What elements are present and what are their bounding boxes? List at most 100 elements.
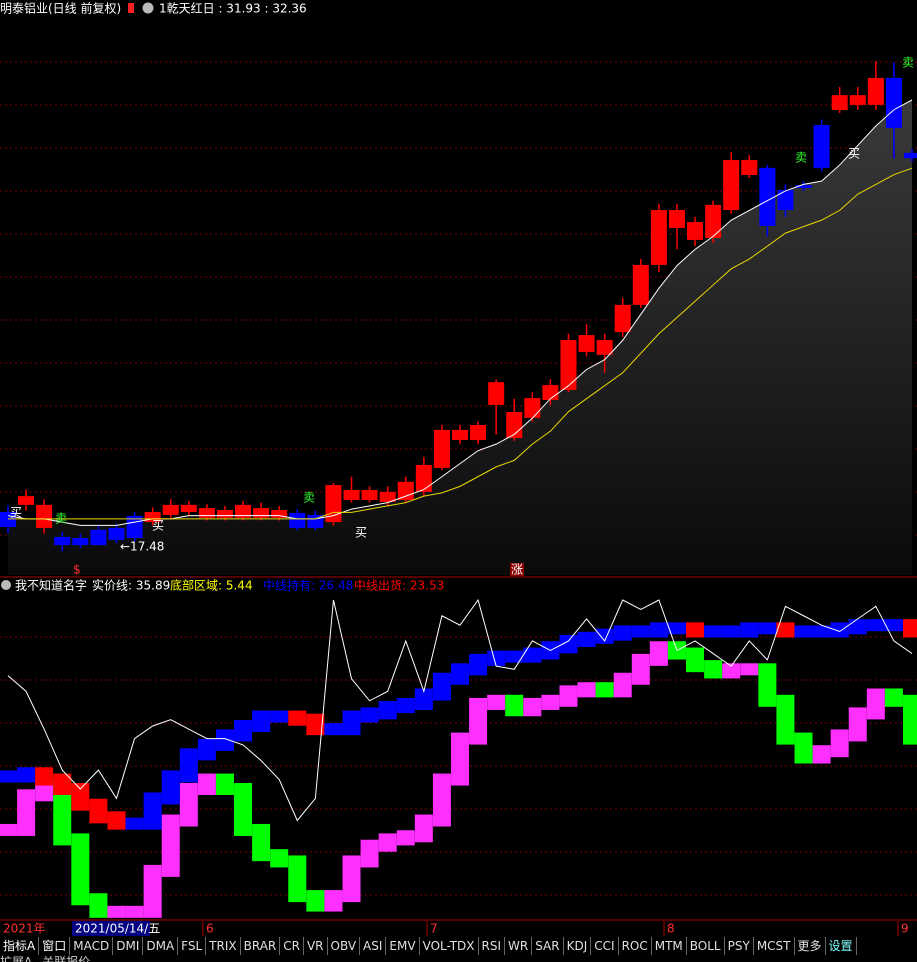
step-block	[866, 688, 885, 720]
tab[interactable]: 更多	[795, 937, 826, 955]
ext-tab[interactable]: 扩展A	[0, 955, 33, 962]
step-block	[89, 893, 108, 918]
candle-body	[108, 527, 125, 540]
menu-icon[interactable]	[1, 580, 11, 590]
step-block	[595, 628, 614, 644]
tab[interactable]: TRIX	[206, 937, 241, 955]
tab[interactable]: MTM	[652, 937, 687, 955]
step-block	[848, 619, 867, 635]
step-block	[505, 694, 524, 717]
step-block	[559, 685, 578, 707]
step-block	[487, 694, 506, 710]
candle-body	[723, 160, 740, 211]
candle-body	[397, 481, 414, 500]
step-block	[884, 619, 903, 632]
step-block	[740, 663, 759, 676]
step-block	[577, 631, 596, 647]
step-block	[17, 767, 36, 783]
step-block	[252, 710, 271, 732]
stock-title: 明泰铝业(日线 前复权)	[0, 1, 121, 16]
candle-body	[632, 264, 649, 305]
step-block	[667, 622, 686, 635]
tab[interactable]: MACD	[70, 937, 114, 955]
step-block	[360, 707, 379, 723]
tab[interactable]: CCI	[591, 937, 619, 955]
marker: 涨	[511, 562, 523, 577]
step-block	[161, 770, 180, 805]
step-block	[541, 694, 560, 710]
step-block	[848, 707, 867, 742]
tab[interactable]: ROC	[619, 937, 652, 955]
tab-bar: 指标A 窗口 MACD DMI DMA FSL TRIX BRAR CR VR OBV ASI EMV V…	[0, 937, 917, 955]
step-block	[758, 622, 777, 635]
tab[interactable]: 窗口	[39, 937, 71, 955]
tab[interactable]: VR	[304, 937, 328, 955]
candle-body	[452, 429, 468, 440]
step-block	[252, 823, 271, 862]
step-block	[776, 694, 795, 745]
step-block	[686, 647, 705, 673]
menu-icon[interactable]	[142, 2, 154, 14]
tab[interactable]: CR	[280, 937, 304, 955]
step-block	[722, 663, 741, 679]
step-block	[342, 855, 361, 903]
ext-tab[interactable]: 关联报价	[42, 955, 91, 962]
step-block	[794, 625, 813, 638]
candle-body	[741, 160, 758, 175]
tab[interactable]: DMA	[143, 937, 179, 955]
step-block	[161, 814, 180, 877]
step-block	[631, 625, 650, 638]
candle-body	[54, 537, 71, 546]
step-block	[324, 890, 343, 912]
step-block	[125, 905, 144, 918]
tab[interactable]: PSY	[725, 937, 754, 955]
tab[interactable]: DMI	[113, 937, 144, 955]
signal-label: 买	[355, 526, 367, 540]
tab[interactable]: BOLL	[687, 937, 725, 955]
step-block	[776, 622, 795, 638]
candle-body	[433, 429, 450, 468]
icon	[128, 3, 134, 13]
tab[interactable]: 设置	[826, 937, 857, 955]
tab[interactable]: FSL	[178, 937, 207, 955]
tab[interactable]: MCST	[754, 937, 795, 955]
step-block	[306, 713, 325, 736]
step-block	[288, 710, 307, 726]
tab[interactable]: RSI	[479, 937, 506, 955]
tab[interactable]: SAR	[532, 937, 564, 955]
marker: $	[73, 563, 81, 577]
tab[interactable]: VOL-TDX	[420, 937, 479, 955]
tab[interactable]: WR	[505, 937, 533, 955]
x-label: 2021/05/14/五	[75, 922, 160, 936]
indicator-values: 1乾天红日 : 31.93 : 32.36	[159, 1, 307, 16]
step-block	[143, 864, 162, 918]
tab[interactable]: EMV	[386, 937, 420, 955]
x-label: 9	[901, 922, 909, 936]
tab[interactable]: ASI	[360, 937, 387, 955]
candle-body	[343, 489, 360, 500]
tab[interactable]: OBV	[328, 937, 361, 955]
candle-body	[216, 510, 233, 518]
tab[interactable]: 指标A	[0, 937, 40, 955]
candle-body	[144, 512, 161, 523]
candle-body	[777, 189, 794, 211]
step-block	[595, 682, 614, 698]
x-label: 6	[206, 922, 214, 936]
candle-body	[668, 210, 685, 228]
tab[interactable]: BRAR	[241, 937, 281, 955]
step-block	[215, 729, 234, 751]
candle-body	[524, 398, 541, 418]
step-block	[396, 830, 415, 846]
candle-body	[253, 508, 270, 518]
candle-body	[849, 95, 866, 105]
step-block	[903, 694, 917, 745]
step-block	[125, 817, 144, 830]
legend-entry: 中线持有: 26.48	[263, 578, 353, 593]
step-block	[704, 625, 723, 638]
step-block	[505, 650, 524, 663]
step-block	[866, 619, 885, 632]
tab[interactable]: KDJ	[564, 937, 592, 955]
candle-body	[289, 512, 306, 528]
step-block	[523, 697, 542, 717]
signal-label: 买	[152, 519, 164, 533]
